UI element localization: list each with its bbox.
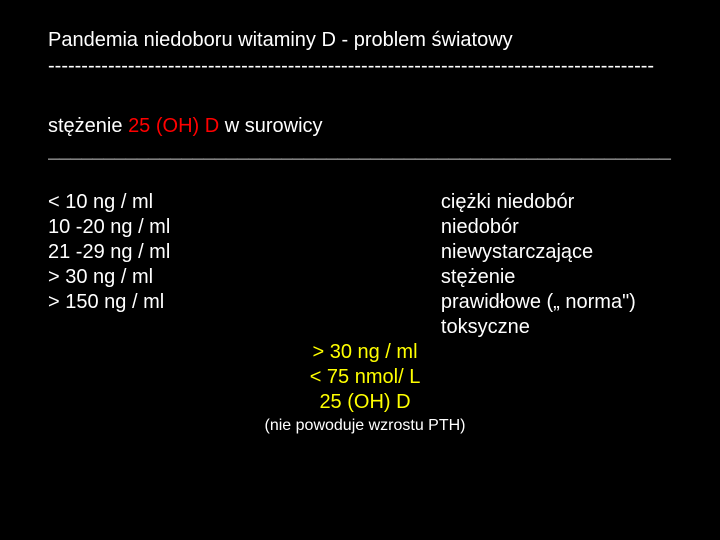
callout-1b: ng: [358, 341, 380, 363]
ranges-column: < 10 ng / ml 10 -20 ng / ml 21 -29 ng / …: [48, 190, 441, 340]
range-description: prawidłowe („ norma"): [441, 290, 672, 315]
descriptions-column: ciężki niedobór niedobór niewystarczając…: [441, 190, 672, 340]
callout-1a: > 30: [312, 341, 357, 363]
range-value: < 10 ng / ml: [48, 190, 441, 215]
range-description: niewystarczające stężenie: [441, 240, 672, 290]
subtitle: stężenie 25 (OH) D w surowicy: [48, 114, 672, 138]
callout-line-2: < 75 nmol/ L: [225, 365, 505, 390]
ranges-table: < 10 ng / ml 10 -20 ng / ml 21 -29 ng / …: [48, 190, 672, 340]
range-value: > 150 ng / ml: [48, 290, 441, 315]
subtitle-pre: stężenie: [48, 115, 128, 137]
slide-title: Pandemia niedoboru witaminy D - problem …: [48, 28, 672, 52]
range-description: ciężki niedobór: [441, 190, 672, 215]
callout-line-3: 25 (OH) D: [225, 390, 505, 415]
title-separator: ----------------------------------------…: [48, 54, 672, 78]
slide: Pandemia niedoboru witaminy D - problem …: [0, 0, 720, 540]
range-value: 10 -20 ng / ml: [48, 215, 441, 240]
subtitle-compound: 25 (OH) D: [128, 115, 219, 137]
callout-1c: / ml: [380, 341, 418, 363]
callout-line-1: > 30 ng / ml: [225, 340, 505, 365]
range-value: > 30 ng / ml: [48, 265, 441, 290]
range-description: niedobór: [441, 215, 672, 240]
subtitle-underline: ________________________________________…: [48, 140, 672, 162]
callout-note: (nie powoduje wzrostu PTH): [225, 417, 505, 435]
range-value: 21 -29 ng / ml: [48, 240, 441, 265]
subtitle-post: w surowicy: [219, 115, 322, 137]
callout-box: > 30 ng / ml < 75 nmol/ L 25 (OH) D (nie…: [225, 340, 505, 435]
range-description: toksyczne: [441, 315, 672, 340]
